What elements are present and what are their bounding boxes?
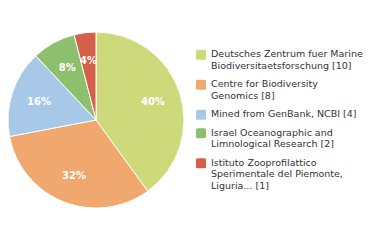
pie-slice xyxy=(10,120,148,208)
legend-label-line: Biodiversitaetsforschung [10] xyxy=(211,60,352,71)
legend-swatch xyxy=(196,110,206,120)
legend-label-line: Deutsches Zentrum fuer Marine xyxy=(211,48,363,59)
data-label: 8% xyxy=(59,62,76,73)
chart-svg: 40% 32% 16% 8% 4% Deutsches Zentrum fuer Mari… xyxy=(0,0,380,240)
legend-label-line: Limnological Research [2] xyxy=(211,138,334,149)
legend-label: Israel Oceanographic andLimnological Res… xyxy=(211,127,334,150)
data-label: 16% xyxy=(27,96,51,107)
data-label: 40% xyxy=(141,96,165,107)
legend-label-line: Mined from GenBank, NCBI [4] xyxy=(211,108,357,119)
data-labels: 40% 32% 16% 8% 4% xyxy=(27,55,165,181)
legend-swatch xyxy=(196,158,206,168)
legend-label-line: Centre for Biodiversity xyxy=(211,78,318,89)
legend-label: Istituto ZooprofilatticoSperimentale del… xyxy=(211,157,343,191)
legend-label: Deutsches Zentrum fuer MarineBiodiversit… xyxy=(211,48,363,71)
legend-swatch xyxy=(196,50,206,60)
legend-swatch xyxy=(196,128,206,138)
legend-label-line: Genomics [8] xyxy=(211,90,275,101)
pie-slice xyxy=(74,32,96,120)
chart-container: 40% 32% 16% 8% 4% Deutsches Zentrum fuer Mari… xyxy=(0,0,380,240)
legend-label-line: Sperimentale del Piemonte, xyxy=(211,168,343,179)
legend-label-line: Istituto Zooprofilattico xyxy=(211,157,317,168)
pie xyxy=(8,32,184,208)
legend-label-line: Israel Oceanographic and xyxy=(211,127,333,138)
legend-label-line: Liguria... [1] xyxy=(211,180,269,191)
legend-swatch xyxy=(196,80,206,90)
data-label: 32% xyxy=(62,170,86,181)
legend-label: Centre for BiodiversityGenomics [8] xyxy=(211,78,318,101)
legend-label: Mined from GenBank, NCBI [4] xyxy=(211,108,357,119)
legend: Deutsches Zentrum fuer MarineBiodiversit… xyxy=(196,48,363,191)
data-label: 4% xyxy=(80,55,97,66)
